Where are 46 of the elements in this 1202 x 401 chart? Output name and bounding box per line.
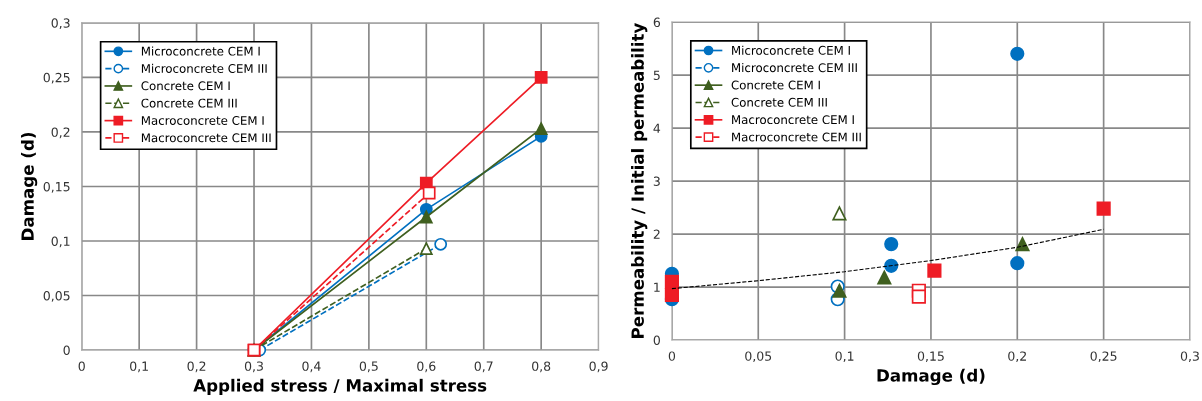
x-tick-label: 0,25: [1090, 351, 1117, 363]
legend-label: Microconcrete CEM III: [141, 63, 267, 73]
x-tick-label: 0,9: [589, 361, 608, 373]
y-tick-label: 5: [653, 70, 660, 80]
x-axis-title: Damage (d): [877, 368, 985, 386]
x-tick-label: 0,3: [1180, 351, 1199, 363]
y-tick-label: 2: [653, 229, 660, 239]
y-tick-label: 0,3: [51, 18, 70, 30]
x-tick-label: 0,2: [187, 361, 206, 373]
x-tick-label: 0,1: [130, 361, 148, 373]
legend-label: Microconcrete CEM I: [732, 45, 850, 55]
x-tick-label: 0,4: [302, 361, 321, 373]
x-axis-title: Applied stress / Maximal stress: [193, 378, 487, 395]
y-tick-label: 0,25: [43, 72, 70, 84]
legend-label: Macroconcrete CEM I: [141, 115, 264, 125]
y-tick-label: 0,15: [43, 181, 70, 193]
y-tick-label: 4: [653, 123, 661, 133]
y-axis-title: Damage (d): [20, 132, 38, 240]
x-tick-label: 0: [78, 361, 85, 371]
y-tick-label: 1: [654, 282, 660, 292]
x-tick-label: 0,15: [917, 351, 944, 363]
x-tick-label: 0,7: [474, 361, 493, 373]
x-tick-label: 0,5: [359, 361, 378, 373]
y-tick-label: 0,1: [51, 236, 70, 248]
y-tick-label: 0,05: [43, 291, 70, 302]
x-tick-label: 0,2: [1008, 351, 1026, 363]
x-tick-label: 0,6: [417, 361, 436, 373]
x-tick-label: 0,1: [835, 351, 854, 363]
legend-label: Concrete CEM I: [731, 80, 820, 90]
y-tick-label: 0: [653, 335, 660, 345]
x-tick-label: 0,3: [244, 361, 263, 373]
legend-label: Macroconcrete CEM III: [732, 132, 861, 142]
x-tick-label: 0,8: [532, 361, 551, 373]
legend-label: Macroconcrete CEM I: [732, 115, 854, 125]
legend-label: Microconcrete CEM I: [141, 46, 260, 56]
x-tick-label: 0: [668, 351, 676, 361]
y-tick-label: 0,2: [51, 127, 70, 139]
legend-label: Concrete CEM III: [731, 97, 827, 107]
legend-label: Microconcrete CEM III: [732, 62, 857, 73]
legend-label: Concrete CEM III: [141, 98, 237, 108]
y-axis-title: Permeability / Initial permeability: [631, 22, 648, 338]
x-tick-label: 0,05: [745, 351, 772, 363]
y-tick-label: 3: [653, 176, 660, 186]
legend-label: Concrete CEM I: [141, 81, 230, 91]
y-tick-label: 6: [653, 17, 661, 27]
legend-label: Macroconcrete CEM III: [141, 133, 271, 143]
